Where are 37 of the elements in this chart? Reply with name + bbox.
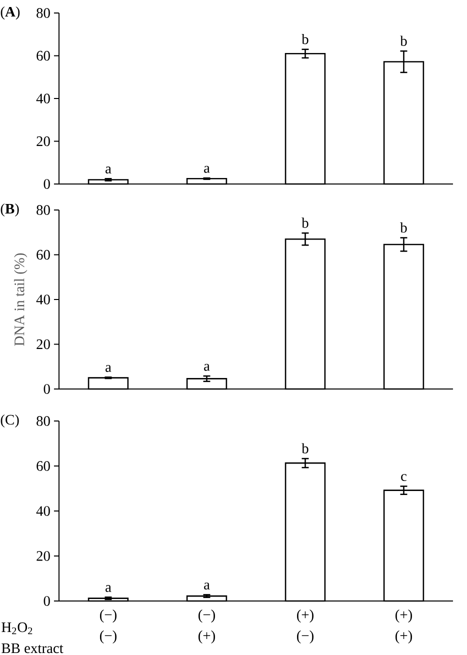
y-tick-label: 20: [36, 339, 50, 350]
y-axis-title: DNA in tail (%): [14, 253, 28, 346]
y-tick-label: 0: [44, 596, 50, 606]
y-tick-label: 0: [44, 384, 50, 394]
data-label: a: [105, 166, 112, 174]
data-label: a: [204, 364, 210, 371]
y-tick-label: 20: [36, 136, 50, 146]
chart-title: (B): [0, 203, 19, 217]
y-tick-label: 40: [36, 506, 50, 516]
y-tick-label: 80: [36, 416, 50, 426]
data-label: b: [400, 36, 407, 46]
x-tick-label: (−) (+): [198, 610, 215, 644]
chart-title: (C): [0, 414, 19, 428]
data-label: a: [204, 166, 210, 173]
y-tick-label: 20: [36, 551, 50, 561]
text: BB extract: [1, 644, 64, 654]
y-tick-label: 60: [36, 50, 50, 61]
y-tick-label: 60: [36, 461, 50, 471]
chart-title: (A): [0, 6, 20, 20]
y-tick-label: 40: [36, 294, 50, 304]
data-label: a: [105, 365, 112, 372]
x-tick-label: (+) (−): [296, 610, 314, 644]
data-label: b: [302, 218, 308, 228]
x-tick-label: (−) (−): [100, 610, 116, 644]
y-tick-label: 0: [44, 179, 50, 189]
data-label: b: [302, 34, 308, 44]
text: H$_{2}$O$_{2}$: [1, 622, 32, 634]
y-tick-label: 80: [36, 8, 50, 18]
y-tick-label: 60: [36, 250, 50, 260]
data-label: b: [400, 222, 407, 233]
data-label: a: [105, 585, 112, 592]
y-tick-label: 80: [36, 205, 50, 215]
data-label: b: [302, 443, 308, 454]
y-tick-label: 40: [36, 94, 50, 104]
data-label: c: [400, 474, 406, 482]
data-label: a: [204, 582, 210, 590]
x-tick-label: (+) (+): [395, 610, 412, 644]
